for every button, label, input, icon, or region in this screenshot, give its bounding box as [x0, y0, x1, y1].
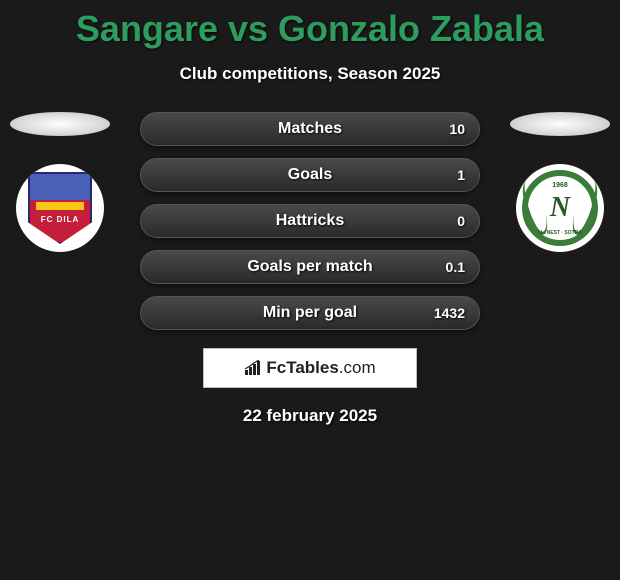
stat-label: Min per goal	[263, 304, 357, 322]
right-player-column: 1968 N I.L. NEST · SOTRA	[506, 112, 614, 252]
right-club-letter: N	[550, 192, 570, 224]
comparison-card: Sangare vs Gonzalo Zabala Club competiti…	[0, 0, 620, 426]
right-value-oval	[510, 112, 610, 136]
stat-right-value: 0.1	[446, 259, 465, 275]
stat-label: Goals per match	[247, 258, 372, 276]
stat-right-value: 10	[449, 121, 465, 137]
stat-row: Hattricks 0	[140, 204, 480, 238]
right-club-name: I.L. NEST · SOTRA	[528, 230, 592, 236]
right-club-year: 1968	[528, 182, 592, 189]
stat-label: Matches	[278, 120, 342, 138]
left-player-column: FC DILA	[6, 112, 114, 252]
stat-row: Goals per match 0.1	[140, 250, 480, 284]
stat-row: Goals 1	[140, 158, 480, 192]
chart-icon	[244, 360, 262, 376]
main-area: FC DILA 1968 N I.L. NEST · SOTRA Matches	[0, 112, 620, 426]
brand-text: FcTables.com	[266, 358, 375, 378]
wreath-icon: 1968 N I.L. NEST · SOTRA	[522, 170, 598, 246]
date-label: 22 february 2025	[0, 406, 620, 426]
stat-label: Goals	[288, 166, 332, 184]
stat-right-value: 0	[457, 213, 465, 229]
stat-label: Hattricks	[276, 212, 344, 230]
left-club-badge: FC DILA	[16, 164, 104, 252]
stats-list: Matches 10 Goals 1 Hattricks 0 Goals per…	[140, 112, 480, 330]
stat-row: Min per goal 1432	[140, 296, 480, 330]
subtitle: Club competitions, Season 2025	[0, 64, 620, 84]
stat-right-value: 1432	[434, 305, 465, 321]
right-club-badge: 1968 N I.L. NEST · SOTRA	[516, 164, 604, 252]
brand-attribution: FcTables.com	[203, 348, 417, 388]
left-club-name: FC DILA	[30, 215, 90, 224]
left-value-oval	[10, 112, 110, 136]
page-title: Sangare vs Gonzalo Zabala	[0, 8, 620, 50]
stat-right-value: 1	[457, 167, 465, 183]
shield-icon: FC DILA	[28, 172, 92, 244]
stat-row: Matches 10	[140, 112, 480, 146]
